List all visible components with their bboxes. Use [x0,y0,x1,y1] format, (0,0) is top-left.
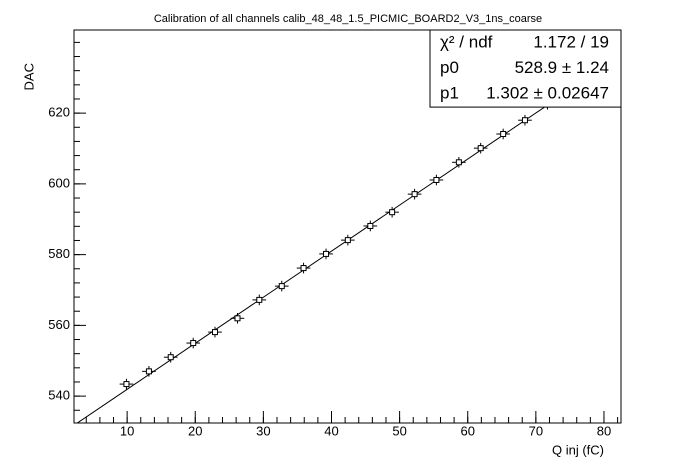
stats-name: χ² / ndf [440,32,493,51]
point [433,176,440,183]
y-tick-label: 560 [48,317,70,332]
point [411,191,418,198]
stats-value: 528.9 ± 1.24 [515,58,609,77]
point [256,296,263,303]
stats-value: 1.302 ± 0.02647 [486,84,609,103]
point [500,130,507,137]
x-tick-label: 80 [597,423,611,438]
x-tick-label: 60 [460,423,474,438]
chart-title: Calibration of all channels calib_48_48_… [154,13,542,25]
y-tick-label: 600 [48,175,70,190]
point [278,283,285,290]
x-axis-label: Q inj (fC) [552,442,604,457]
x-tick-label: 20 [188,423,202,438]
point [212,329,219,336]
stats-value: 1.172 / 19 [533,32,609,51]
x-tick-label: 10 [120,423,134,438]
point [323,250,330,257]
x-tick-label: 50 [392,423,406,438]
x-tick-label: 40 [324,423,338,438]
stats-name: p1 [440,84,459,103]
point [234,315,241,322]
stats-name: p0 [440,58,459,77]
point [145,368,152,375]
point [521,117,528,124]
point [167,354,174,361]
point [455,159,462,166]
point [344,237,351,244]
y-tick-label: 580 [48,246,70,261]
x-tick-label: 30 [256,423,270,438]
point [367,222,374,229]
y-tick-label: 540 [48,388,70,403]
point [300,265,307,272]
stats-box [429,29,622,108]
point [190,340,197,347]
point [477,145,484,152]
point [389,209,396,216]
y-axis-label: DAC [21,63,36,90]
y-tick-label: 620 [48,105,70,120]
x-tick-label: 70 [529,423,543,438]
point [123,381,130,388]
